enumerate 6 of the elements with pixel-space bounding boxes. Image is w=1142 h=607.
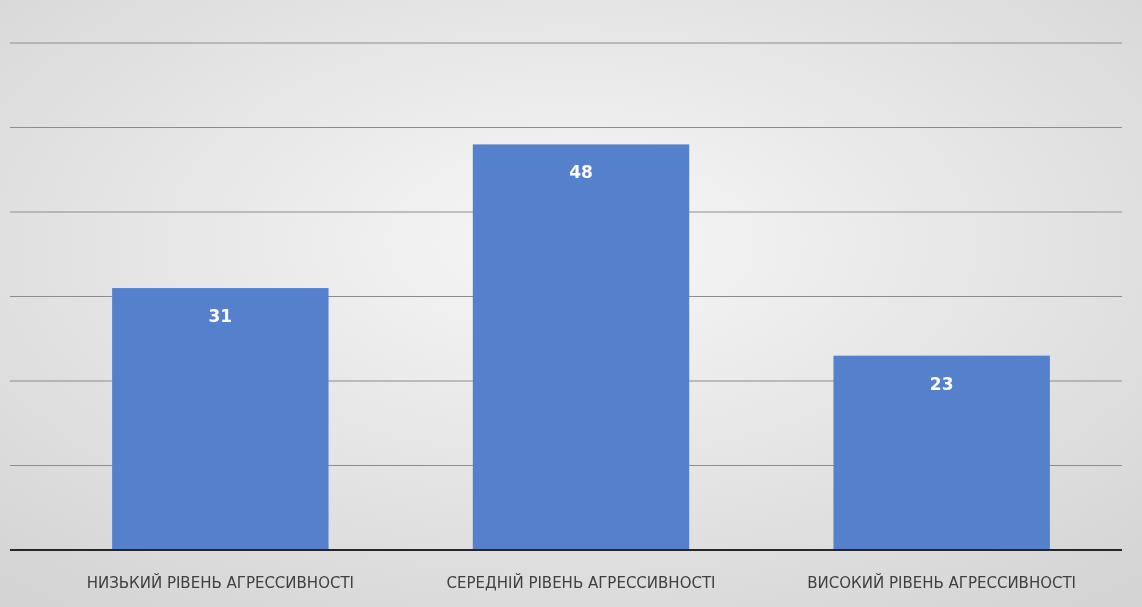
x-tick-label: ВИСОКИЙ РІВЕНЬ АГРЕССИВНОСТІ <box>807 573 1077 592</box>
data-label: 23 <box>929 373 954 394</box>
data-label: 31 <box>208 306 233 327</box>
x-tick-label: СЕРЕДНІЙ РІВЕНЬ АГРЕССИВНОСТІ <box>446 573 716 592</box>
data-label: 48 <box>569 162 593 183</box>
x-tick-label: НИЗЬКИЙ РІВЕНЬ АГРЕССИВНОСТІ <box>86 573 355 592</box>
